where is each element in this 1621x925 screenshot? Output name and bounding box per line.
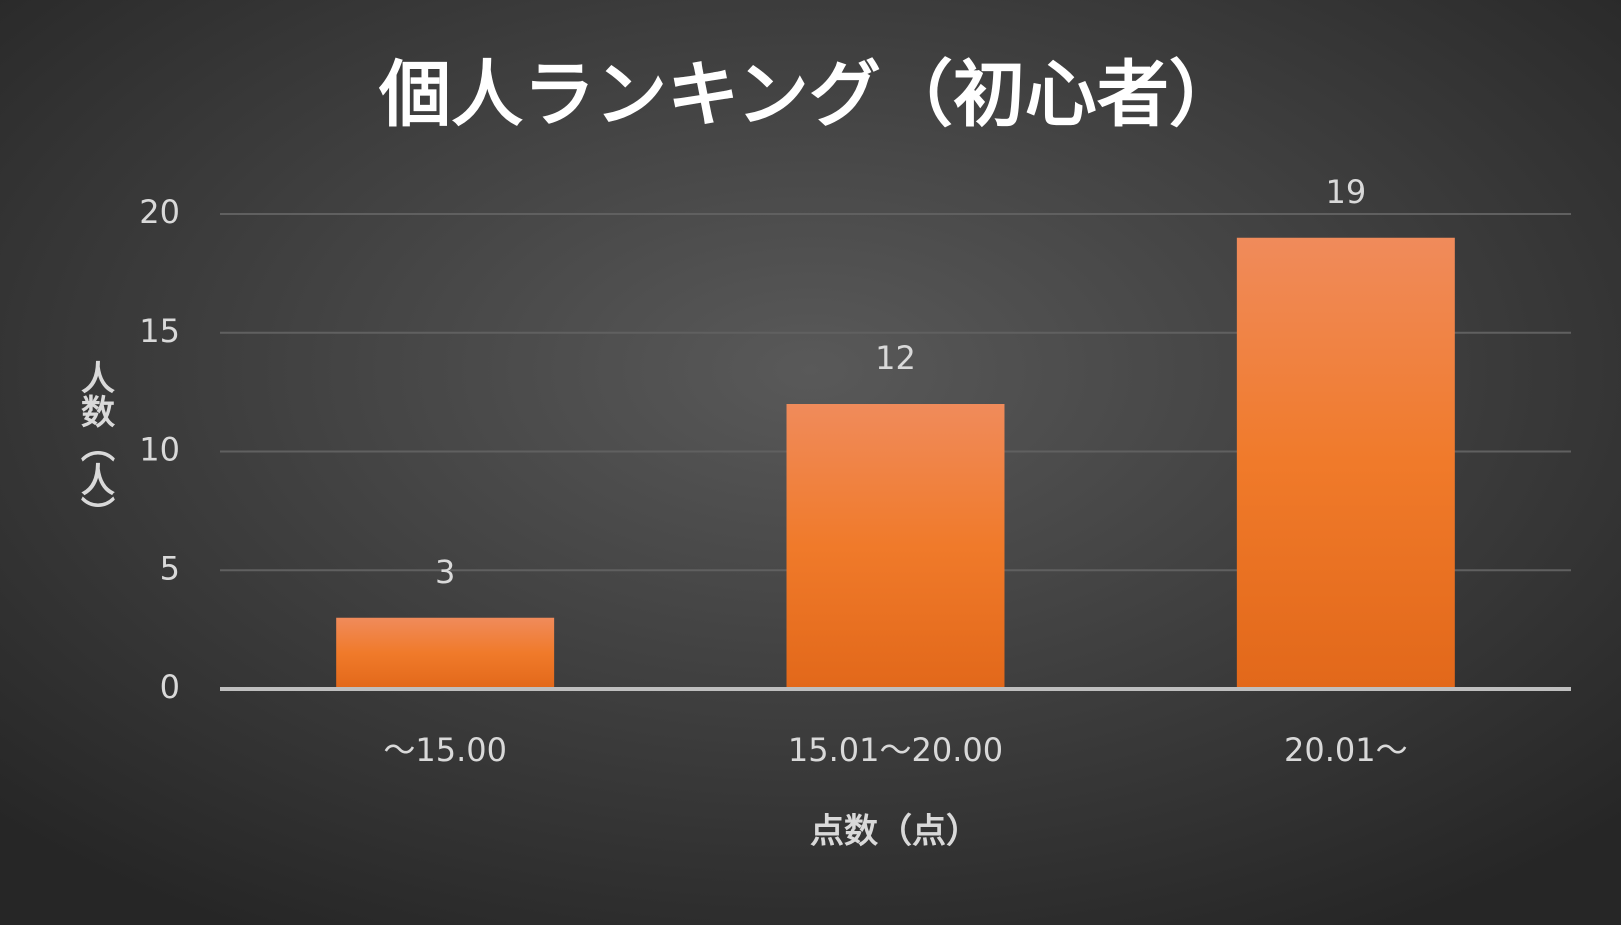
bar [786,404,1005,689]
bar [1236,237,1455,689]
x-tick-label: 15.01～20.00 [788,731,1003,769]
y-tick-label: 5 [160,549,180,587]
y-tick-label: 10 [139,431,180,469]
chart-title: 個人ランキング（初心者） [378,53,1241,137]
x-tick-label: ～15.00 [383,731,507,769]
x-axis-label: 点数（点） [810,812,980,852]
data-label: 12 [875,339,916,377]
y-axis-label: 人数（人） [75,360,115,530]
bar [336,617,555,689]
y-tick-label: 15 [139,312,180,350]
x-tick-label: 20.01～ [1284,731,1408,769]
y-tick-label: 0 [160,668,180,706]
data-label: 3 [435,553,455,591]
data-label: 19 [1325,173,1366,211]
y-tick-label: 20 [139,193,180,231]
